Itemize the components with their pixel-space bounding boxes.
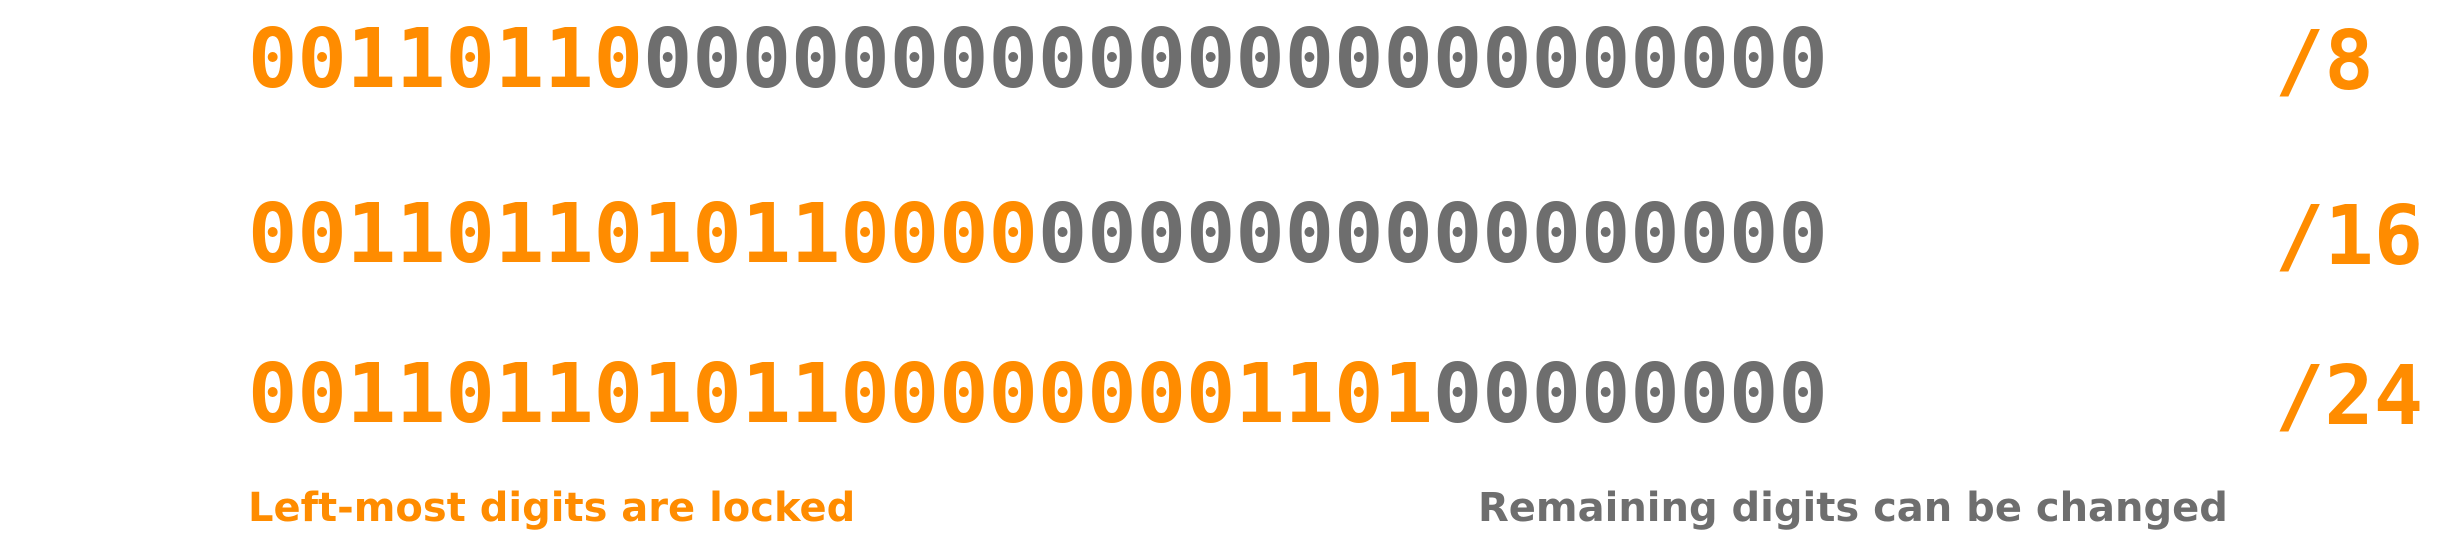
free-bits: 000000000000000000000000 (642, 12, 1828, 107)
prefix-length-label: /8 (2275, 14, 2374, 109)
address-row-slash-8: 00110110 000000000000000000000000 (248, 10, 1828, 110)
prefix-length-label: /24 (2275, 349, 2424, 444)
locked-bits: 001101101011000000001101 (248, 347, 1433, 442)
free-bits: 0000000000000000 (1037, 187, 1828, 282)
locked-bits: 00110110 (248, 12, 643, 107)
address-row-slash-24: 001101101011000000001101 00000000 (248, 345, 1828, 445)
address-row-slash-16: 0011011010110000 0000000000000000 (248, 185, 1828, 285)
free-bits: 00000000 (1432, 347, 1828, 442)
prefix-length-label: /16 (2275, 189, 2424, 284)
locked-bits: 0011011010110000 (248, 187, 1038, 282)
locked-digits-caption: Left-most digits are locked (248, 485, 856, 531)
free-digits-caption: Remaining digits can be changed (1478, 485, 2228, 531)
